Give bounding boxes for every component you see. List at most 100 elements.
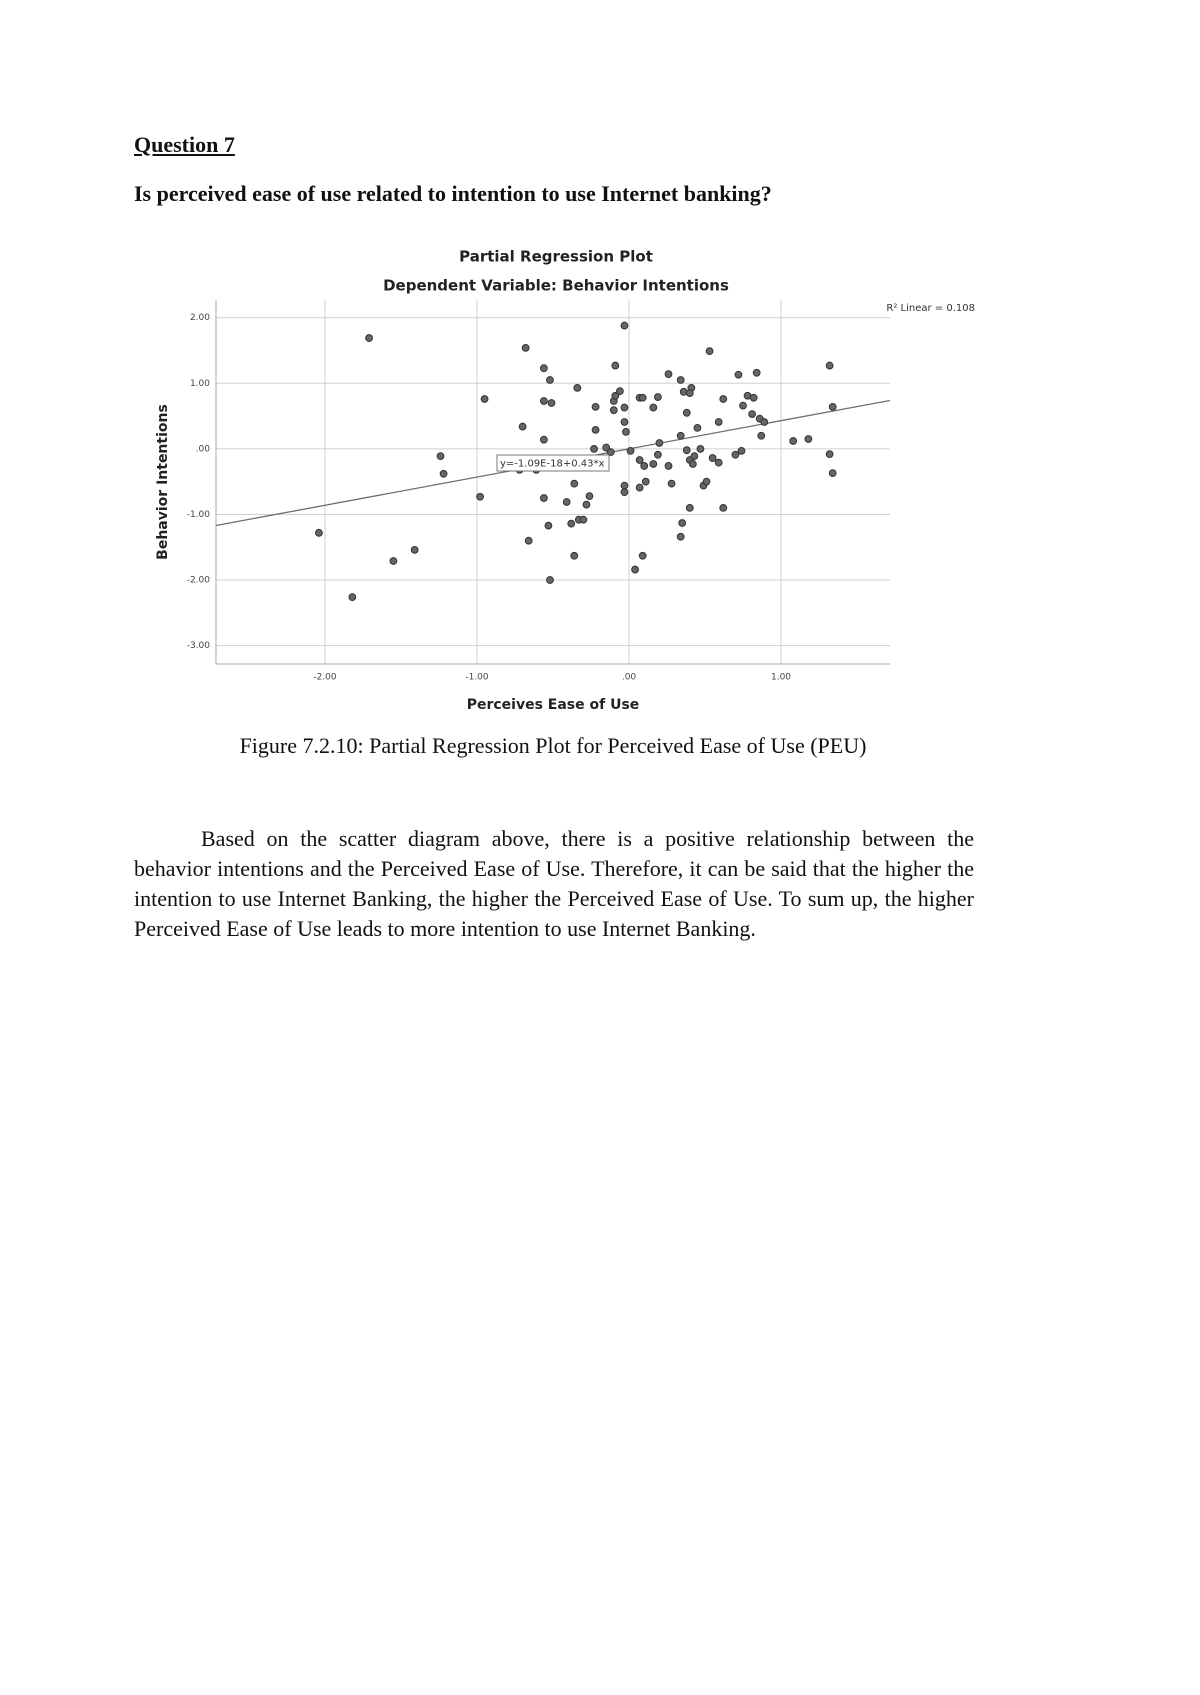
- point: [664, 462, 673, 470]
- point: [389, 557, 398, 565]
- point: [682, 408, 691, 417]
- point: [693, 423, 702, 432]
- point: [591, 403, 600, 411]
- y-tick-label: -1.00: [187, 510, 211, 520]
- point: [649, 403, 658, 412]
- point: [591, 425, 600, 434]
- point: [702, 477, 711, 486]
- point: [655, 439, 664, 447]
- point: [828, 469, 837, 478]
- point: [638, 393, 647, 402]
- chart-title: Partial Regression Plot: [459, 248, 653, 266]
- point: [731, 450, 740, 459]
- x-tick-label: 1.00: [771, 673, 791, 683]
- point: [579, 515, 588, 524]
- equation-label: y=-1.09E-18+0.43*x: [500, 459, 604, 470]
- point: [631, 565, 639, 574]
- figure-caption: Figure 7.2.10: Partial Regression Plot f…: [239, 733, 867, 758]
- y-tick-label: -3.00: [187, 641, 211, 651]
- point: [749, 393, 758, 402]
- point: [620, 481, 629, 490]
- point: [635, 483, 644, 492]
- point: [546, 576, 554, 584]
- point: [752, 368, 761, 377]
- point: [620, 488, 629, 497]
- point: [719, 504, 728, 512]
- point: [676, 376, 685, 384]
- point: [620, 403, 629, 412]
- point: [760, 418, 769, 426]
- y-tick-label: 1.00: [190, 379, 210, 389]
- point: [696, 444, 705, 453]
- point: [590, 444, 598, 453]
- y-tick-label: .00: [196, 444, 211, 454]
- point: [410, 545, 419, 554]
- point: [620, 321, 629, 330]
- point: [676, 431, 685, 440]
- x-tick-label: -2.00: [313, 673, 337, 683]
- point: [649, 460, 658, 468]
- point: [573, 383, 582, 392]
- point: [539, 397, 548, 405]
- point: [315, 528, 323, 537]
- y-tick-label: 2.00: [190, 313, 210, 323]
- point: [789, 437, 798, 445]
- point: [640, 462, 649, 470]
- point: [635, 456, 644, 464]
- point: [567, 519, 576, 528]
- paragraph: Based on the scatter diagram above, ther…: [134, 826, 974, 941]
- point: [524, 536, 533, 545]
- point: [562, 498, 571, 506]
- point: [585, 492, 594, 501]
- point: [539, 494, 548, 502]
- point: [748, 410, 757, 419]
- point: [719, 395, 728, 403]
- point: [615, 387, 624, 396]
- point: [685, 504, 694, 512]
- point: [690, 452, 699, 460]
- point: [622, 427, 630, 436]
- r2-label: R² Linear = 0.108: [886, 303, 975, 314]
- point: [611, 361, 620, 370]
- point: [678, 519, 687, 527]
- point: [480, 395, 489, 403]
- point: [734, 370, 743, 379]
- point: [570, 479, 579, 488]
- point: [739, 401, 747, 410]
- point: [825, 361, 834, 370]
- point: [547, 399, 556, 407]
- point: [582, 500, 591, 509]
- point: [653, 450, 662, 459]
- y-axis-label: Behavior Intentions: [155, 404, 171, 560]
- point: [606, 448, 615, 457]
- heading: Question 7: [134, 132, 235, 157]
- point: [620, 418, 629, 426]
- point: [641, 477, 650, 486]
- point: [570, 551, 579, 560]
- equation-box: [496, 454, 610, 472]
- point: [436, 452, 445, 460]
- point: [611, 391, 620, 400]
- y-tick-label: -2.00: [187, 576, 211, 586]
- point: [602, 443, 611, 452]
- point: [539, 435, 548, 444]
- point: [664, 370, 673, 379]
- point: [828, 403, 837, 411]
- point: [609, 406, 618, 415]
- chart-subtitle: Dependent Variable: Behavior Intentions: [383, 277, 729, 295]
- x-tick-label: -1.00: [465, 673, 489, 683]
- point: [439, 469, 448, 478]
- chart: Partial Regression Plot Dependent Variab…: [155, 248, 975, 714]
- x-tick-label: .00: [622, 673, 637, 683]
- point: [708, 454, 717, 462]
- point: [737, 446, 746, 455]
- point: [626, 446, 635, 455]
- point: [518, 422, 527, 431]
- point: [544, 521, 553, 530]
- point: [638, 551, 647, 560]
- point: [682, 446, 691, 455]
- point: [365, 334, 373, 342]
- point: [685, 389, 694, 398]
- point: [539, 364, 548, 373]
